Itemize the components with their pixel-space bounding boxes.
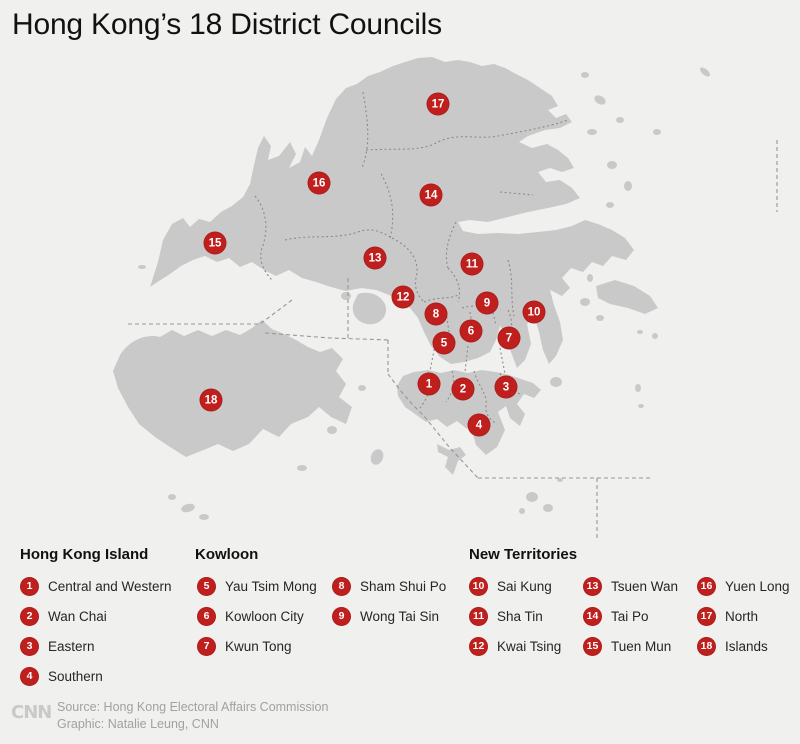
map-marker-wan-chai: 2: [451, 377, 475, 401]
district-number-badge: 2: [20, 606, 39, 626]
district-name: Tai Po: [611, 608, 649, 624]
district-name: Eastern: [48, 638, 95, 654]
district-name: Tuen Mun: [611, 638, 672, 654]
cnn-logo: CNN: [11, 702, 52, 723]
map-marker-sai-kung: 10: [522, 300, 546, 324]
legend-item-islands: 18 Islands: [697, 636, 768, 656]
legend-group-title-kowloon: Kowloon: [195, 546, 259, 563]
legend-item-wan-chai: 2 Wan Chai: [20, 606, 107, 626]
district-number-badge: 17: [697, 606, 716, 626]
district-name: Sai Kung: [497, 578, 552, 594]
map-marker-tuen-mun: 15: [203, 231, 227, 255]
district-number-badge: 5: [197, 576, 216, 596]
district-name: Wan Chai: [48, 608, 107, 624]
district-name: Islands: [725, 638, 768, 654]
district-name: Kwun Tong: [225, 638, 292, 654]
legend-group-title-new-territories: New Territories: [469, 546, 578, 563]
district-name: Wong Tai Sin: [360, 608, 440, 624]
page-title: Hong Kong’s 18 District Councils: [12, 8, 442, 41]
district-number-badge: 14: [583, 606, 602, 626]
district-name: Central and Western: [48, 578, 172, 594]
district-number-badge: 3: [20, 636, 39, 656]
footer-credits: Source: Hong Kong Electoral Affairs Comm…: [57, 699, 328, 733]
legend-item-tuen-mun: 15 Tuen Mun: [583, 636, 671, 656]
legend-item-tai-po: 14 Tai Po: [583, 606, 649, 626]
legend-item-tsuen-wan: 13 Tsuen Wan: [583, 576, 678, 596]
legend-item-southern: 4 Southern: [20, 666, 103, 686]
district-number-badge: 11: [469, 606, 488, 626]
district-number-badge: 16: [697, 576, 716, 596]
district-name: Kwai Tsing: [497, 638, 562, 654]
small-islands: [138, 67, 710, 520]
district-number-badge: 13: [583, 576, 602, 596]
district-name: North: [725, 608, 759, 624]
landmass-high-island: [596, 280, 658, 314]
landmass-lantau: [113, 320, 352, 457]
district-name: Sha Tin: [497, 608, 543, 624]
district-number-badge: 8: [332, 576, 351, 596]
map-marker-kwai-tsing: 12: [391, 285, 415, 309]
legend-item-kwai-tsing: 12 Kwai Tsing: [469, 636, 561, 656]
legend-item-yuen-long: 16 Yuen Long: [697, 576, 790, 596]
map-marker-kwun-tong: 7: [497, 326, 521, 350]
map-marker-sham-shui-po: 8: [424, 302, 448, 326]
district-name: Southern: [48, 668, 103, 684]
map-marker-tai-po: 14: [419, 183, 443, 207]
district-name: Kowloon City: [225, 608, 304, 624]
legend-item-eastern: 3 Eastern: [20, 636, 95, 656]
territorial-boundary: [128, 140, 778, 538]
legend-item-wong-tai-sin: 9 Wong Tai Sin: [332, 606, 439, 626]
legend-item-kowloon-city: 6 Kowloon City: [197, 606, 304, 626]
landmass-new-territories: [150, 57, 634, 368]
district-number-badge: 15: [583, 636, 602, 656]
credit-line: Graphic: Natalie Leung, CNN: [57, 717, 219, 731]
district-name: Yuen Long: [725, 578, 790, 594]
legend-item-yau-tsim-mong: 5 Yau Tsim Mong: [197, 576, 317, 596]
map-marker-tsuen-wan: 13: [363, 246, 387, 270]
map-marker-north: 17: [426, 92, 450, 116]
legend-item-north: 17 North: [697, 606, 758, 626]
legend-item-central-and-western: 1 Central and Western: [20, 576, 172, 596]
legend-item-kwun-tong: 7 Kwun Tong: [197, 636, 292, 656]
district-name: Yau Tsim Mong: [225, 578, 317, 594]
legend-item-sai-kung: 10 Sai Kung: [469, 576, 552, 596]
district-number-badge: 9: [332, 606, 351, 626]
district-number-badge: 6: [197, 606, 216, 626]
landmass-lamma: [437, 444, 466, 475]
map-marker-yau-tsim-mong: 5: [432, 331, 456, 355]
district-name: Tsuen Wan: [611, 578, 679, 594]
landmass-tsing-yi: [352, 292, 387, 325]
map-marker-kowloon-city: 6: [459, 319, 483, 343]
district-number-badge: 7: [197, 636, 216, 656]
map-marker-southern: 4: [467, 413, 491, 437]
map-marker-sha-tin: 11: [460, 252, 484, 276]
map-marker-wong-tai-sin: 9: [475, 291, 499, 315]
legend-item-sha-tin: 11 Sha Tin: [469, 606, 543, 626]
district-number-badge: 12: [469, 636, 488, 656]
map-marker-islands: 18: [199, 388, 223, 412]
district-number-badge: 18: [697, 636, 716, 656]
district-number-badge: 4: [20, 666, 39, 686]
map-marker-eastern: 3: [494, 375, 518, 399]
source-line: Source: Hong Kong Electoral Affairs Comm…: [57, 700, 329, 714]
map-marker-central-and-western: 1: [417, 372, 441, 396]
legend-group-title-hong-kong-island: Hong Kong Island: [20, 546, 149, 563]
legend-item-sham-shui-po: 8 Sham Shui Po: [332, 576, 446, 596]
map-marker-yuen-long: 16: [307, 171, 331, 195]
district-name: Sham Shui Po: [360, 578, 447, 594]
district-number-badge: 10: [469, 576, 488, 596]
district-number-badge: 1: [20, 576, 39, 596]
